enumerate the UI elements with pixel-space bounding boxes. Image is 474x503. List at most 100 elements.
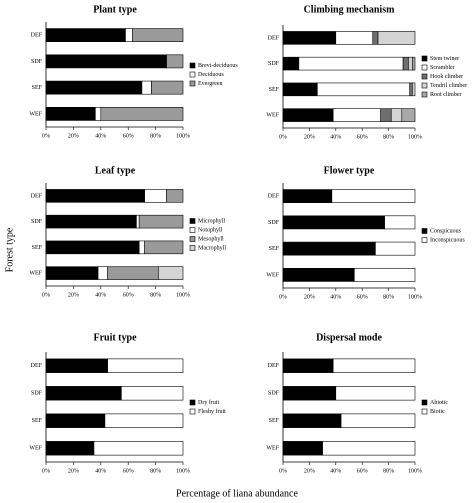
bar-segment — [166, 189, 184, 203]
bar-segment — [282, 268, 355, 282]
legend-swatch — [421, 55, 428, 62]
y-tick-label: WEF — [29, 271, 42, 277]
bar-segment — [384, 215, 416, 230]
bar-segment — [332, 108, 381, 122]
bar-segment — [45, 28, 126, 42]
x-tick-label: 0% — [42, 133, 50, 139]
bar-segment — [282, 82, 318, 97]
legend-swatch — [189, 218, 196, 224]
bar-segment — [95, 107, 102, 121]
bar-segment — [151, 80, 184, 95]
y-tick-label: SDF — [268, 220, 280, 226]
legend-swatch — [189, 399, 196, 406]
legend-swatch — [421, 73, 428, 80]
bar-segment — [107, 358, 184, 373]
y-tick-label: WEF — [29, 446, 42, 452]
x-tick-label: 100% — [408, 294, 422, 300]
y-tick-label: SDF — [268, 391, 280, 397]
bar-segment — [45, 358, 108, 373]
legend-label: Scrambler — [430, 65, 455, 71]
title: Climbing mechanism — [304, 4, 396, 15]
legend-swatch — [421, 228, 428, 234]
bar-segment — [322, 441, 416, 456]
x-tick-label: 0% — [279, 294, 287, 300]
bar-segment — [45, 107, 96, 121]
bar-segment — [138, 214, 184, 229]
bar-segment — [138, 240, 145, 255]
y-tick-label: WEF — [266, 272, 279, 278]
bar-segment — [412, 56, 416, 71]
legend-label: Microphyll — [198, 218, 225, 224]
y-tick-label: SEF — [269, 87, 280, 93]
y-tick-label: SDF — [268, 61, 280, 67]
y-tick-label: DEF — [31, 193, 43, 199]
y-tick-label: DEF — [268, 363, 280, 369]
legend-swatch — [189, 245, 196, 251]
bar-segment — [282, 31, 337, 45]
legend-swatch — [189, 62, 196, 69]
bar-segment — [45, 189, 145, 203]
legend-label: Mesophyll — [198, 236, 224, 242]
bar-segment — [93, 441, 184, 456]
bar-segment — [402, 56, 409, 71]
x-tick-label: 40% — [330, 294, 341, 300]
legend-label: Dry fruit — [198, 399, 219, 406]
bar-segment — [390, 108, 403, 122]
bar-segment — [353, 268, 416, 282]
title: Fruit type — [93, 332, 137, 343]
x-tick-label: 20% — [68, 468, 79, 474]
legend-label: Inconspicuous — [430, 237, 465, 243]
bar-segment — [45, 54, 167, 69]
y-tick-label: SDF — [31, 219, 43, 225]
x-tick-label: 80% — [383, 294, 394, 300]
x-tick-label: 60% — [357, 134, 368, 140]
bar-segment — [132, 28, 184, 42]
bar-segment — [380, 108, 392, 122]
x-tick-label: 80% — [383, 134, 394, 140]
legend-label: Conspicuous — [430, 228, 462, 234]
y-tick-label: SDF — [31, 59, 43, 65]
legend-label: Notophyll — [198, 227, 223, 233]
x-tick-label: 80% — [150, 292, 161, 298]
legend-label: Hook climber — [430, 74, 463, 80]
x-tick-label: 40% — [330, 134, 341, 140]
x-tick-label: 60% — [123, 133, 134, 139]
bar-segment — [412, 82, 416, 97]
x-tick-label: 60% — [123, 468, 134, 474]
bar-segment — [158, 266, 184, 280]
x-tick-label: 80% — [150, 468, 161, 474]
y-axis-label: Forest type — [4, 227, 15, 272]
legend-swatch — [421, 91, 428, 98]
bar-segment — [45, 214, 137, 229]
bar-segment — [282, 189, 333, 203]
bar-segment — [136, 214, 140, 229]
y-tick-label: SDF — [31, 391, 43, 397]
bar-segment — [409, 82, 413, 97]
x-axis-label: Percentage of liana abundance — [176, 488, 298, 499]
legend-label: Deciduous — [198, 72, 224, 78]
legend-swatch — [189, 71, 196, 78]
bar-segment — [144, 240, 184, 255]
bar-segment — [45, 386, 122, 401]
bar-segment — [107, 266, 159, 280]
bar-segment — [375, 241, 416, 256]
bar-segment — [45, 80, 143, 95]
title: Plant type — [93, 4, 137, 15]
bar-segment — [317, 82, 411, 97]
legend-swatch — [189, 236, 196, 242]
legend-label: Evergreen — [198, 81, 223, 87]
bar-segment — [331, 189, 416, 203]
x-tick-label: 40% — [330, 468, 341, 474]
bar-segment — [282, 56, 300, 71]
y-tick-label: DEF — [268, 35, 280, 41]
x-tick-label: 60% — [357, 468, 368, 474]
bar-segment — [100, 107, 184, 121]
x-tick-label: 100% — [408, 134, 422, 140]
x-tick-label: 100% — [176, 133, 190, 139]
x-tick-label: 20% — [68, 133, 79, 139]
x-tick-label: 20% — [304, 294, 315, 300]
x-tick-label: 80% — [383, 468, 394, 474]
bar-segment — [166, 54, 184, 69]
bar-segment — [340, 413, 416, 428]
